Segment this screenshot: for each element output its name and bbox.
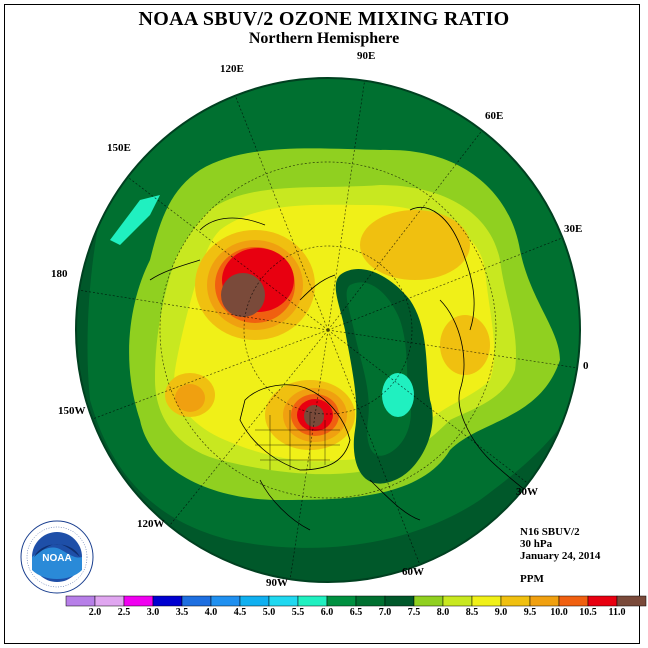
lon-label-90w: 90W [266,577,288,589]
legend-swatch [268,595,299,607]
lon-label-60e: 60E [485,110,504,122]
legend-swatch [297,595,328,607]
legend-swatch [529,595,560,607]
noaa-logo-text: NOAA [42,553,71,564]
legend-tick-label: 8.5 [465,607,479,618]
legend-tick-label: 8.0 [436,607,450,618]
legend-tick-label: 5.0 [262,607,276,618]
legend-tick-label: 7.5 [407,607,421,618]
legend-swatch [442,595,473,607]
lon-label-120e: 120E [220,63,244,75]
legend-swatch [239,595,270,607]
legend-tick-label: 4.5 [233,607,247,618]
legend-swatch [326,595,357,607]
lon-label-30w: 30W [516,486,538,498]
legend-swatch [471,595,502,607]
lon-label-60w: 60W [402,566,424,578]
legend-tick-label: 3.0 [146,607,160,618]
legend-tick-label: 4.0 [204,607,218,618]
legend-tick-label: 9.0 [494,607,508,618]
legend-tick-label: 11.0 [608,607,626,618]
units-label: PPM [520,573,544,585]
lon-label-150w: 150W [58,405,86,417]
legend-swatch [384,595,415,607]
date-label: January 24, 2014 [520,550,601,562]
ozone-field [76,78,580,582]
legend-swatch [123,595,154,607]
map-subtitle: Northern Hemisphere [248,30,400,47]
legend-tick-label: 2.0 [88,607,102,618]
legend-tick-label: 6.0 [320,607,334,618]
pressure-level-label: 30 hPa [520,538,553,550]
legend-tick-label: 10.5 [579,607,597,618]
lon-label-90e: 90E [357,50,376,62]
lon-label-30e: 30E [564,223,583,235]
lon-label-0: 0 [583,360,589,372]
legend-swatch [500,595,531,607]
legend-tick-label: 5.5 [291,607,305,618]
legend-swatch [558,595,589,607]
legend-swatch [587,595,618,607]
legend-swatch [616,595,647,607]
lon-label-180: 180 [51,268,68,280]
legend-swatch [210,595,241,607]
legend-swatch [65,595,96,607]
legend-tick-label: 10.0 [550,607,568,618]
legend-tick-label: 6.5 [349,607,363,618]
instrument-label: N16 SBUV/2 [520,526,580,538]
legend-tick-label: 7.0 [378,607,392,618]
legend-tick-label: 9.5 [523,607,537,618]
map-boundary [75,77,581,583]
legend-swatch [181,595,212,607]
legend-swatch [152,595,183,607]
map-title: NOAA SBUV/2 OZONE MIXING RATIO [138,8,510,30]
legend-swatch [94,595,125,607]
legend-swatch [355,595,386,607]
lon-label-150e: 150E [107,142,131,154]
legend-tick-label: 2.5 [117,607,131,618]
lon-label-120w: 120W [137,518,165,530]
legend-swatch [413,595,444,607]
noaa-logo: NOAA [20,520,94,594]
legend-tick-label: 3.5 [175,607,189,618]
